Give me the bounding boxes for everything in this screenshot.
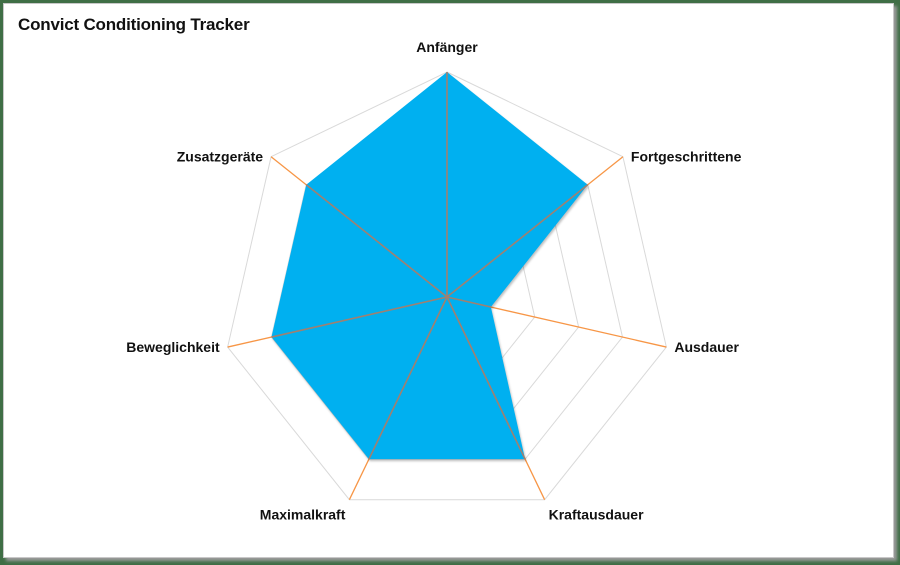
category-label: Maximalkraft <box>260 507 346 523</box>
category-label: Fortgeschrittene <box>631 149 742 165</box>
category-label: Beweglichkeit <box>126 339 220 355</box>
category-labels: Anfänger Fortgeschrittene Ausdauer Kraftaus… <box>126 39 741 523</box>
axis-spoke-inside <box>446 296 492 308</box>
category-label: Anfänger <box>416 39 478 55</box>
category-label: Ausdauer <box>674 339 739 355</box>
chart-title: Convict Conditioning Tracker <box>18 15 250 34</box>
axis-spoke-inside <box>271 296 448 338</box>
inner-spokes <box>271 72 589 460</box>
axis-spoke-inside <box>446 296 526 460</box>
category-label: Kraftausdauer <box>549 507 644 523</box>
axis-spoke-inside <box>305 184 448 298</box>
data-series-area <box>271 72 588 460</box>
series-polygon <box>271 72 588 460</box>
category-label: Zusatzgeräte <box>177 149 264 165</box>
axis-spoke-inside <box>446 184 589 298</box>
axis-spoke-inside <box>368 296 448 460</box>
grid-ring <box>227 71 667 501</box>
